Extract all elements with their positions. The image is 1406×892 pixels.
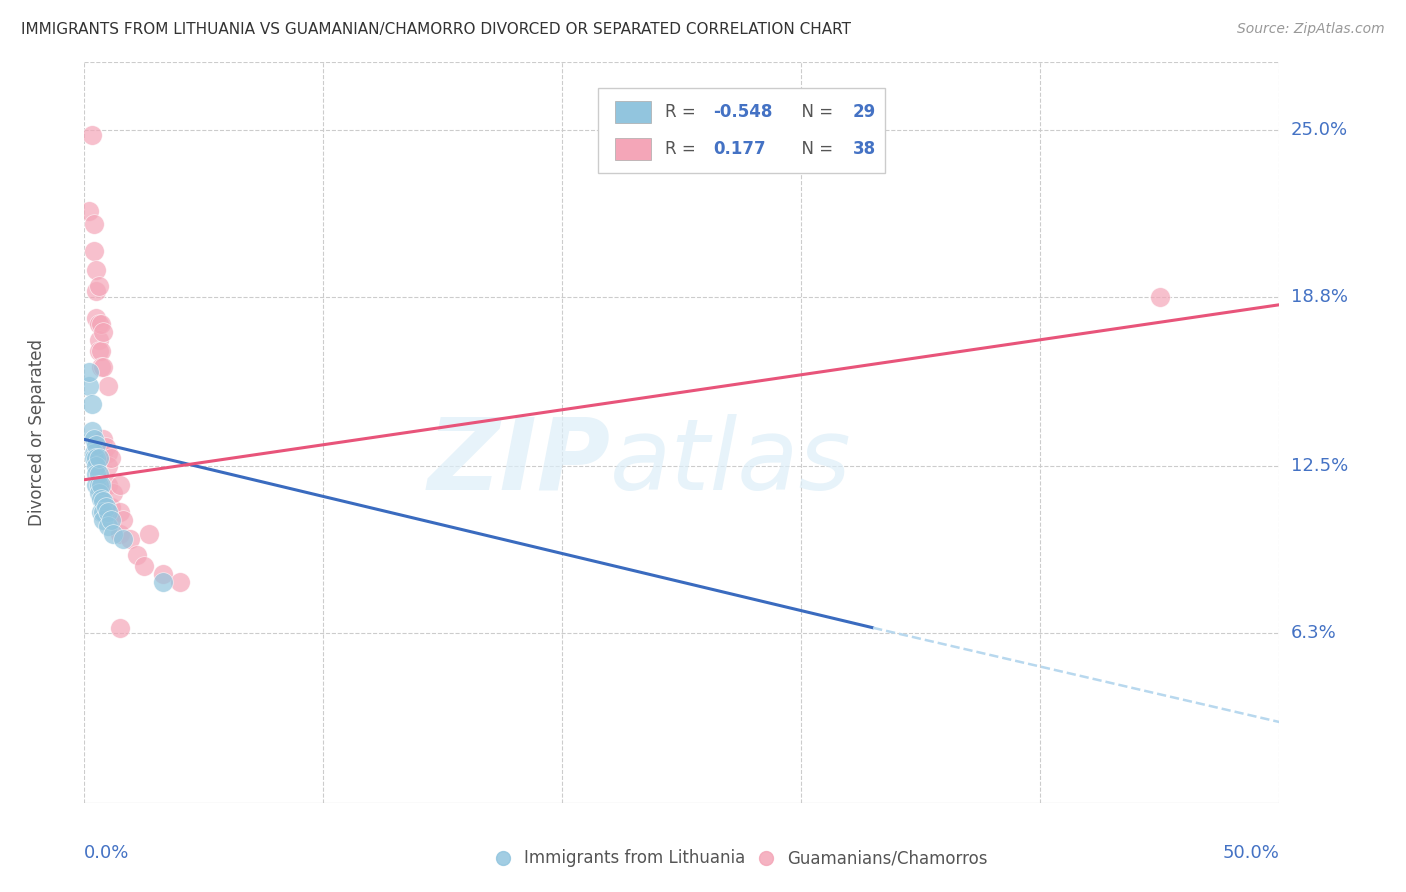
Point <box>86 451 108 466</box>
Point <box>86 262 108 277</box>
Text: 6.3%: 6.3% <box>1291 624 1336 642</box>
Point <box>90 478 112 492</box>
Point <box>90 317 112 331</box>
Point <box>87 333 110 347</box>
Point <box>86 438 108 452</box>
Point <box>1149 290 1171 304</box>
Text: 38: 38 <box>853 140 876 158</box>
Point <box>86 311 108 326</box>
Point <box>97 478 120 492</box>
Text: N =: N = <box>790 103 838 121</box>
Point <box>152 566 174 581</box>
Text: -0.548: -0.548 <box>713 103 772 121</box>
Point <box>80 397 103 411</box>
Point <box>80 128 103 142</box>
Point <box>87 478 110 492</box>
Text: R =: R = <box>665 103 702 121</box>
Text: 18.8%: 18.8% <box>1291 287 1347 306</box>
Point <box>77 203 100 218</box>
Point <box>93 446 115 460</box>
Point <box>90 343 112 358</box>
Point <box>90 491 112 506</box>
Point <box>152 575 174 590</box>
Point <box>100 451 122 466</box>
Point <box>101 526 124 541</box>
Text: ZIP: ZIP <box>427 414 610 511</box>
Text: R =: R = <box>665 140 702 158</box>
Point <box>101 486 124 500</box>
Point <box>86 467 108 482</box>
Point <box>83 446 105 460</box>
Point <box>93 513 115 527</box>
Point <box>87 486 110 500</box>
Point <box>125 548 148 562</box>
Text: Divorced or Separated: Divorced or Separated <box>28 339 45 526</box>
Point <box>93 494 115 508</box>
Text: Immigrants from Lithuania: Immigrants from Lithuania <box>524 849 745 867</box>
Point <box>80 424 103 438</box>
Point <box>87 451 110 466</box>
Point <box>97 518 120 533</box>
Point <box>97 446 120 460</box>
Point <box>169 575 191 590</box>
Text: 25.0%: 25.0% <box>1291 120 1348 139</box>
Bar <box>614 101 651 123</box>
Point <box>94 441 117 455</box>
Point <box>118 532 141 546</box>
Point <box>110 526 132 541</box>
Point <box>83 244 105 258</box>
Text: 50.0%: 50.0% <box>1223 844 1279 862</box>
Point <box>86 459 108 474</box>
Text: Source: ZipAtlas.com: Source: ZipAtlas.com <box>1237 22 1385 37</box>
Point <box>94 500 117 514</box>
Point <box>132 558 156 573</box>
Point <box>100 513 122 527</box>
FancyBboxPatch shape <box>599 88 886 173</box>
Text: atlas: atlas <box>610 414 852 511</box>
Point <box>93 325 115 339</box>
Point <box>86 285 108 299</box>
Text: 0.177: 0.177 <box>713 140 766 158</box>
Point <box>97 505 120 519</box>
Text: N =: N = <box>790 140 838 158</box>
Point <box>100 500 122 514</box>
Point <box>93 359 115 374</box>
Point <box>83 433 105 447</box>
Point <box>111 532 134 546</box>
Point <box>87 343 110 358</box>
Point <box>93 433 115 447</box>
Text: IMMIGRANTS FROM LITHUANIA VS GUAMANIAN/CHAMORRO DIVORCED OR SEPARATED CORRELATIO: IMMIGRANTS FROM LITHUANIA VS GUAMANIAN/C… <box>21 22 851 37</box>
Point <box>87 279 110 293</box>
Point <box>110 505 132 519</box>
Text: 0.0%: 0.0% <box>84 844 129 862</box>
Point <box>77 378 100 392</box>
Point <box>93 505 115 519</box>
Text: 12.5%: 12.5% <box>1291 458 1348 475</box>
Point <box>97 378 120 392</box>
Point <box>97 459 120 474</box>
Point <box>87 317 110 331</box>
Point <box>87 467 110 482</box>
Point <box>111 513 134 527</box>
Point <box>77 365 100 379</box>
Point <box>90 505 112 519</box>
Bar <box>614 138 651 161</box>
Point <box>86 478 108 492</box>
Point <box>83 217 105 231</box>
Point <box>110 478 132 492</box>
Point <box>90 359 112 374</box>
Point <box>138 526 160 541</box>
Text: Guamanians/Chamorros: Guamanians/Chamorros <box>787 849 987 867</box>
Point <box>110 621 132 635</box>
Text: 29: 29 <box>853 103 876 121</box>
Point <box>83 451 105 466</box>
